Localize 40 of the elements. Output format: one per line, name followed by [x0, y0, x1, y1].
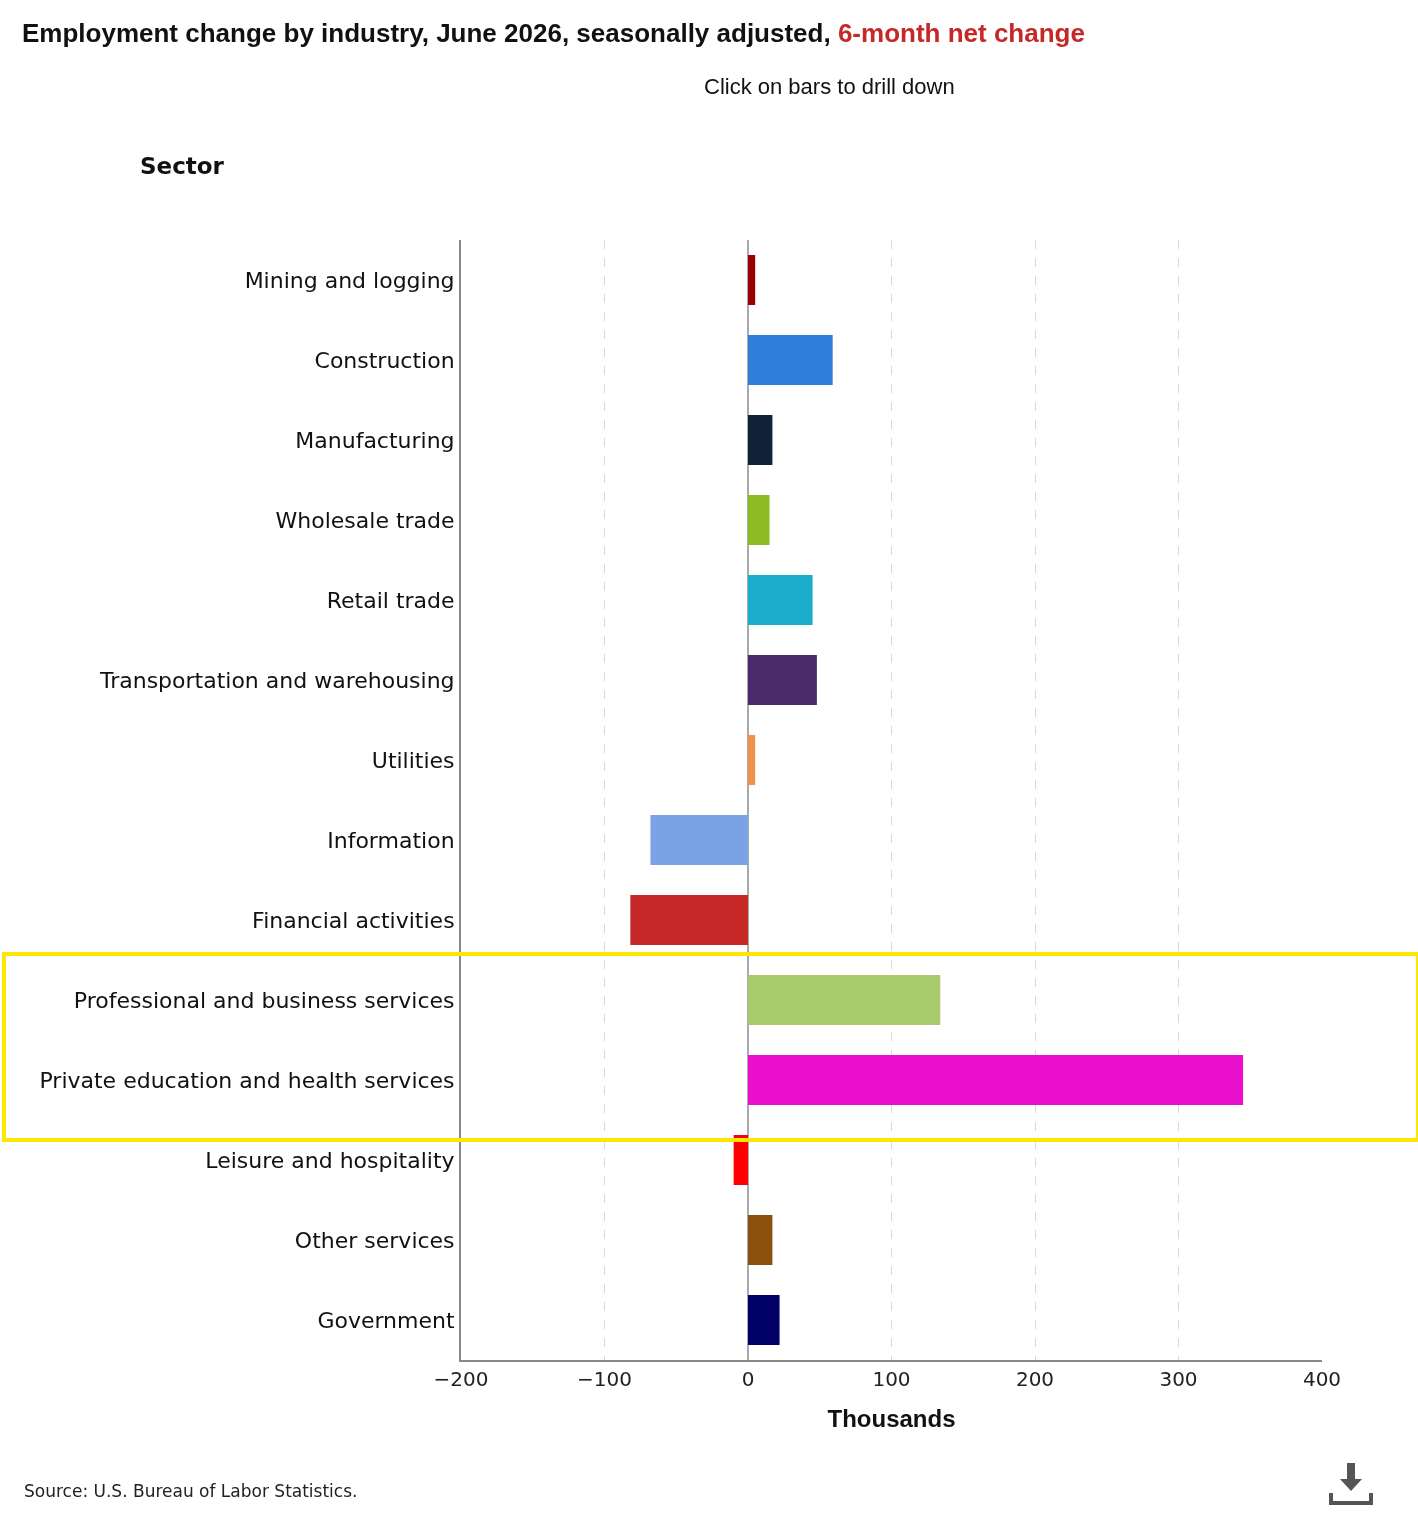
bar	[748, 255, 756, 305]
y-tick-label: Government	[317, 1307, 455, 1333]
x-tick-label: 200	[1015, 1367, 1055, 1391]
y-tick-label: Professional and business services	[73, 987, 455, 1013]
x-tick-label: 400	[1302, 1367, 1342, 1391]
y-tick-label: Leisure and hospitality	[205, 1147, 455, 1173]
y-tick-label: Utilities	[371, 747, 455, 773]
bar	[748, 415, 773, 465]
x-tick-label: 100	[872, 1367, 911, 1391]
y-tick-label: Manufacturing	[295, 427, 455, 453]
bar	[748, 735, 756, 785]
bar	[733, 1135, 748, 1185]
bar	[748, 1055, 1244, 1105]
x-tick-label: −200	[433, 1367, 489, 1391]
chart-subtitle: Click on bars to drill down	[704, 74, 955, 99]
bar	[748, 495, 770, 545]
source-note: Source: U.S. Bureau of Labor Statistics.	[24, 1481, 358, 1501]
bar	[650, 815, 748, 865]
x-tick-label: 300	[1159, 1367, 1198, 1391]
bar	[748, 335, 833, 385]
bar	[748, 975, 941, 1025]
y-tick-label: Financial activities	[252, 907, 455, 933]
bar	[748, 1295, 780, 1345]
y-axis-title: Sector	[140, 153, 225, 179]
x-axis-title: Thousands	[827, 1404, 956, 1432]
bar	[748, 575, 813, 625]
y-tick-label: Wholesale trade	[275, 507, 455, 533]
y-tick-label: Information	[327, 827, 455, 853]
y-tick-label: Construction	[314, 347, 455, 373]
bar	[748, 655, 817, 705]
y-tick-label: Private education and health services	[39, 1067, 455, 1093]
y-tick-label: Mining and logging	[244, 267, 455, 293]
bar	[630, 895, 748, 945]
y-tick-label: Other services	[294, 1227, 455, 1253]
chart-title: Employment change by industry, June 2026, seasonally adjusted, 6-month net change	[22, 18, 1085, 49]
y-tick-label: Transportation and warehousing	[98, 667, 455, 693]
x-tick-label: 0	[741, 1367, 755, 1391]
y-tick-label: Retail trade	[326, 587, 455, 613]
bar	[748, 1215, 773, 1265]
x-tick-label: −100	[577, 1367, 632, 1391]
